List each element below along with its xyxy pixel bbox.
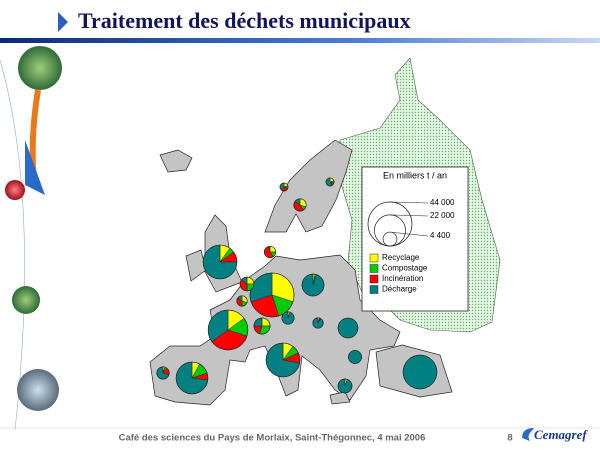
legend-leader [389,201,429,204]
legend-swatch [369,285,379,294]
decor-blue [25,140,45,195]
title-bar [0,38,600,43]
legend-label: Décharge [382,285,417,294]
pie-size [253,317,271,335]
legend-leader [389,214,429,217]
legend-swatch [369,264,379,273]
ireland [185,249,207,282]
footer-text: Café des sciences du Pays de Morlaix, Sa… [119,433,426,444]
pie-size [293,198,307,212]
decor-curve [0,59,25,431]
legend-swatch [369,253,379,263]
pie-size [312,317,324,329]
pie-size [337,378,353,394]
legend-leader [389,231,429,237]
legend-box [361,166,469,312]
pie-size [281,311,295,325]
legend-label: Recyclage [382,253,420,262]
logo: Cemagref [534,427,588,442]
legend-size-label: 22 000 [430,211,455,220]
iceland [159,149,193,173]
pie-size [156,366,170,380]
pie-size [207,309,249,351]
title-arrow [58,12,68,32]
legend-size [382,231,398,247]
pie-size [325,177,335,187]
legend-size-label: 44 000 [430,198,455,207]
legend-title: En milliers t / an [383,170,447,180]
photo [5,180,25,200]
pie-size [265,342,301,378]
pie-size [337,317,359,339]
pie-size [249,272,295,318]
pie-size [279,182,289,192]
pie-size [402,354,438,390]
legend-label: Compostage [382,264,428,273]
pie-size [348,350,362,364]
crete [329,391,351,405]
legend-size-label: 4 400 [430,231,451,240]
photo [17,369,59,411]
logo-mark [522,428,534,441]
photo [18,46,62,90]
pie-size [263,245,277,259]
pie-size [175,361,209,395]
pie-size [236,295,248,307]
title: Traitement des déchets municipaux [78,8,411,33]
pie-size [202,244,238,280]
page-number: 8 [507,433,512,444]
legend-swatch [369,274,379,284]
legend-label: Incinération [382,274,423,283]
continent [149,254,401,406]
scandinavia [264,139,353,233]
pie-size [301,273,325,297]
pie-size [239,276,255,292]
photo [12,286,40,314]
